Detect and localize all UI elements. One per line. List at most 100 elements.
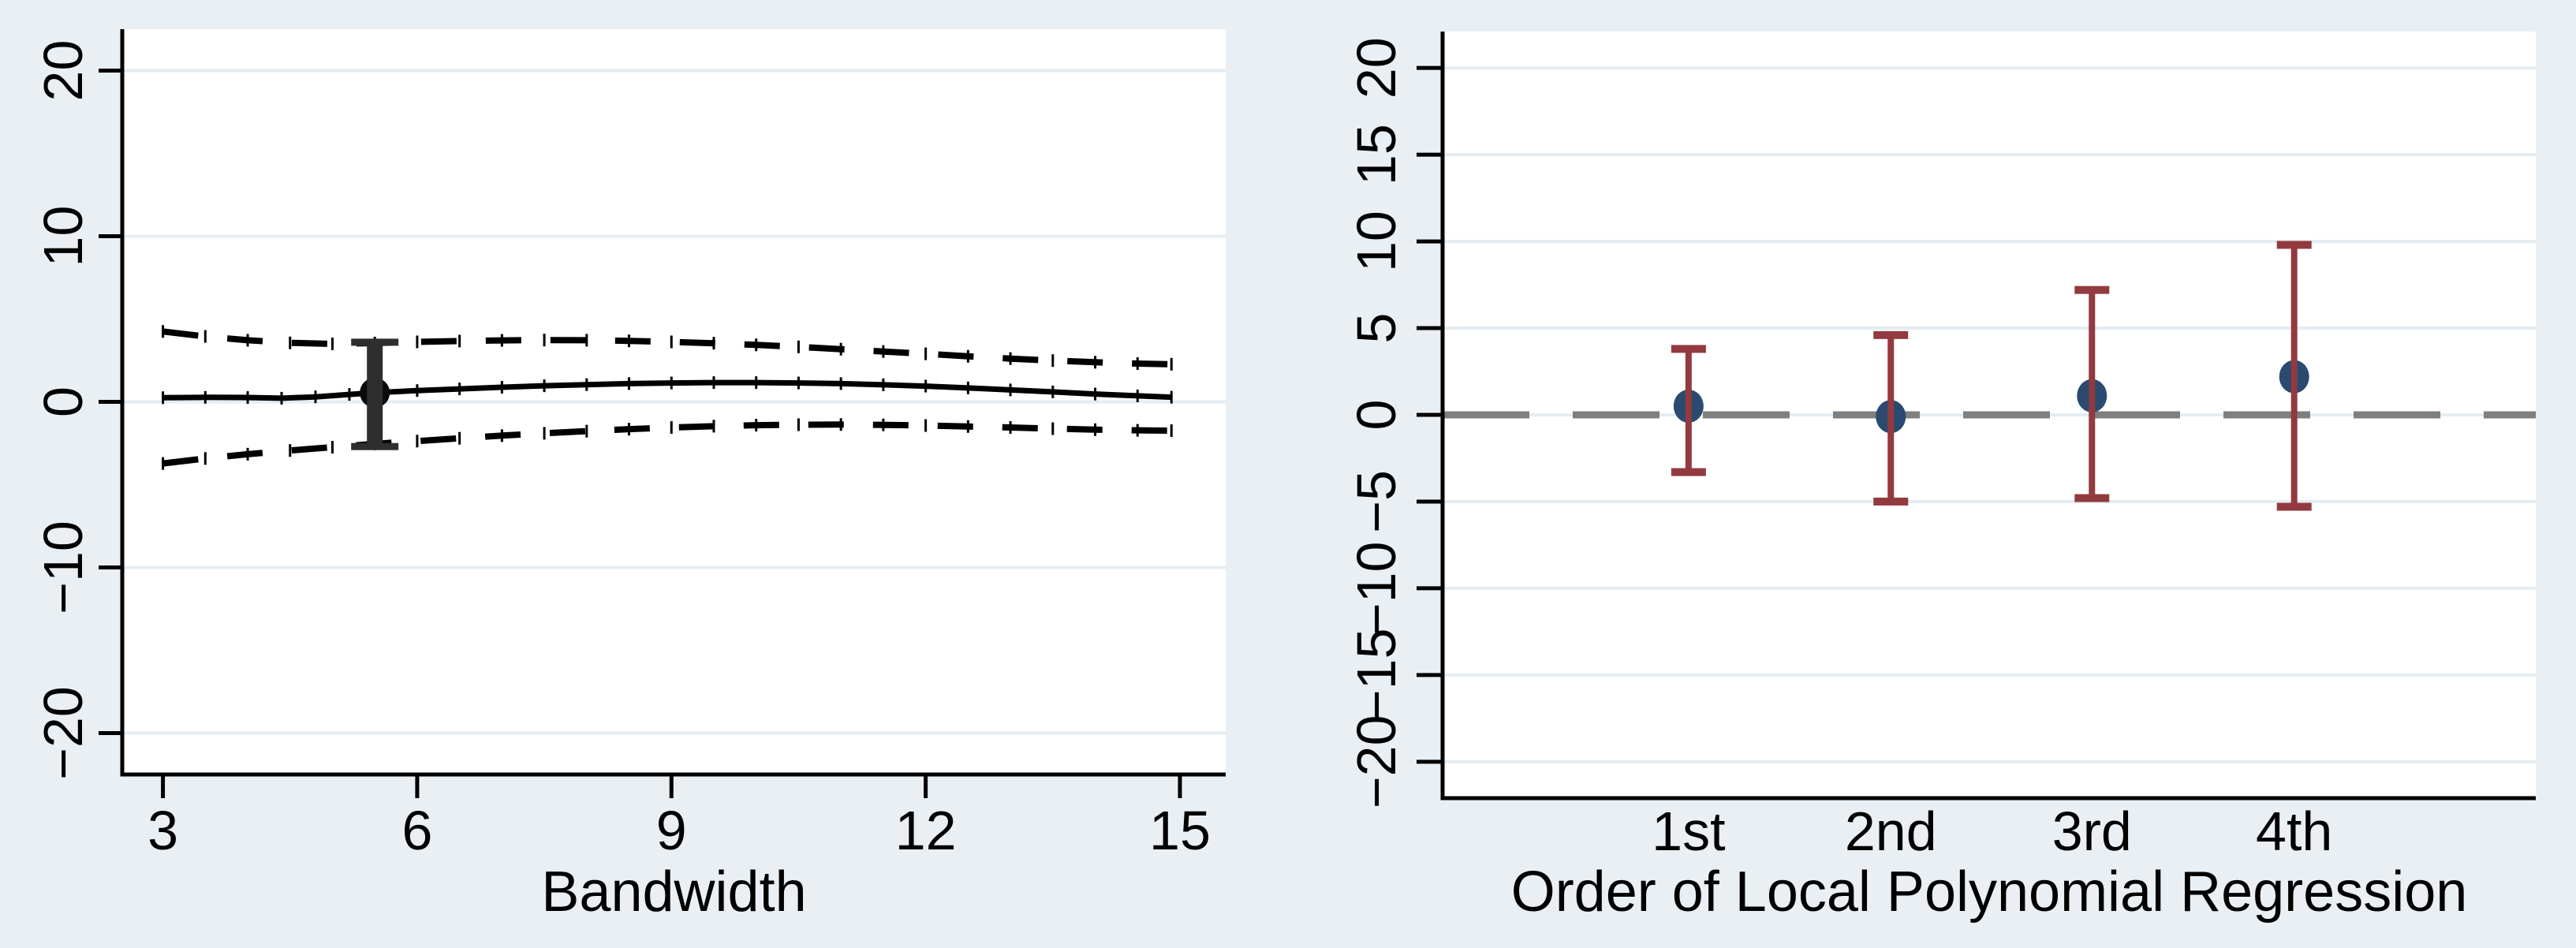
point-notch: [966, 420, 969, 433]
point-notch: [755, 338, 758, 352]
ci-cap-bottom: [2074, 494, 2110, 502]
point-notch: [348, 388, 351, 401]
point-notch: [966, 349, 969, 363]
point-notch: [246, 447, 249, 461]
selected-bandwidth-ci-bar: [367, 342, 383, 447]
point-notch: [924, 419, 928, 432]
point-notch: [1094, 423, 1097, 436]
x-category-label: 3rd: [2052, 801, 2132, 862]
y-tick-label: −20: [32, 686, 94, 780]
y-tick-label: −10: [32, 521, 94, 614]
x-tick-label: 12: [895, 800, 957, 861]
y-tick-label: 20: [32, 40, 94, 102]
point-notch: [585, 378, 588, 391]
point-notch: [628, 423, 631, 436]
point-notch: [585, 424, 588, 438]
point-notch: [628, 334, 631, 348]
ci-cap-top: [1671, 345, 1706, 353]
point-notch: [162, 325, 165, 338]
ci-cap-top: [351, 338, 399, 346]
y-tick-label: 10: [32, 206, 94, 267]
x-category-label: 1st: [1652, 801, 1725, 862]
ci-cap-bottom: [1671, 468, 1706, 476]
y-tick-label: 0: [1346, 400, 1407, 431]
point-notch: [1009, 383, 1012, 397]
x-tick-label: 9: [656, 800, 687, 861]
ci-cap-bottom: [351, 442, 399, 450]
point-notch: [882, 345, 885, 358]
point-notch: [330, 441, 334, 454]
ci-cap-top: [2276, 241, 2312, 249]
y-tick-label: −10: [1346, 542, 1407, 636]
y-tick-label: −20: [1346, 715, 1407, 808]
point-notch: [1051, 422, 1055, 435]
point-notch: [1170, 424, 1173, 438]
bandwidth-panel: −20 −10 0 10 20 3 6 9 12 15 Bandwidth: [32, 29, 1226, 924]
point-notch: [712, 337, 715, 350]
point-notch: [670, 335, 673, 349]
point-notch: [458, 334, 461, 348]
point-notch: [162, 391, 165, 405]
point-notch: [280, 391, 283, 405]
x-tick-label: 6: [401, 800, 432, 861]
point-notch: [966, 381, 969, 394]
point-notch: [330, 338, 334, 350]
point-notch: [203, 390, 207, 404]
point-notch: [1136, 356, 1139, 370]
ci-cap-bottom: [1873, 497, 1909, 506]
point-notch: [670, 421, 673, 435]
x-axis-title: Order of Local Polynomial Regression: [1511, 860, 2468, 924]
point-notch: [1094, 387, 1097, 401]
x-tick-label: 15: [1149, 800, 1211, 861]
estimate-line: [162, 379, 1172, 401]
point-notch: [797, 340, 800, 353]
ci-cap-top: [1873, 330, 1909, 339]
point-notch: [1136, 424, 1139, 437]
point-notch: [1170, 357, 1173, 371]
point-notch: [458, 431, 461, 445]
point-notch: [924, 347, 928, 360]
y-tick-label: −5: [1346, 470, 1407, 533]
point-notch: [839, 418, 842, 431]
x-category-label: 2nd: [1845, 801, 1937, 862]
point-notch: [670, 376, 673, 390]
point-notch: [797, 418, 800, 431]
point-notch: [289, 444, 292, 457]
y-tick-label: 15: [1346, 124, 1407, 185]
point-notch: [246, 391, 249, 405]
ci-cap-bottom: [2276, 502, 2312, 511]
point-notch: [543, 379, 546, 393]
point-notch: [203, 452, 207, 465]
point-notch: [882, 378, 885, 391]
point-notch: [500, 381, 503, 394]
point-notch: [500, 429, 503, 442]
point-notch: [314, 390, 317, 404]
point-notch: [924, 379, 928, 393]
point-notch: [1136, 389, 1139, 402]
y-tick-label: 0: [32, 386, 94, 417]
point-notch: [289, 336, 292, 349]
point-notch: [416, 335, 419, 349]
point-notch: [712, 420, 715, 433]
point-notch: [416, 384, 419, 397]
y-tick-label: −15: [1346, 628, 1407, 722]
x-category-label: 4th: [2256, 801, 2332, 862]
y-tick-label: 20: [1346, 37, 1407, 99]
point-notch: [839, 377, 842, 390]
point-notch: [1170, 390, 1173, 404]
point-notch: [246, 334, 249, 347]
point-notch: [543, 427, 546, 440]
ci-cap-top: [2074, 286, 2110, 294]
point-notch: [162, 457, 165, 470]
y-tick-label: 10: [1346, 211, 1407, 272]
point-notch: [543, 334, 546, 347]
point-notch: [755, 376, 758, 390]
point-notch: [882, 418, 885, 431]
point-notch: [712, 376, 715, 390]
point-notch: [1051, 385, 1055, 398]
point-notch: [500, 334, 503, 347]
point-notch: [1009, 352, 1012, 365]
